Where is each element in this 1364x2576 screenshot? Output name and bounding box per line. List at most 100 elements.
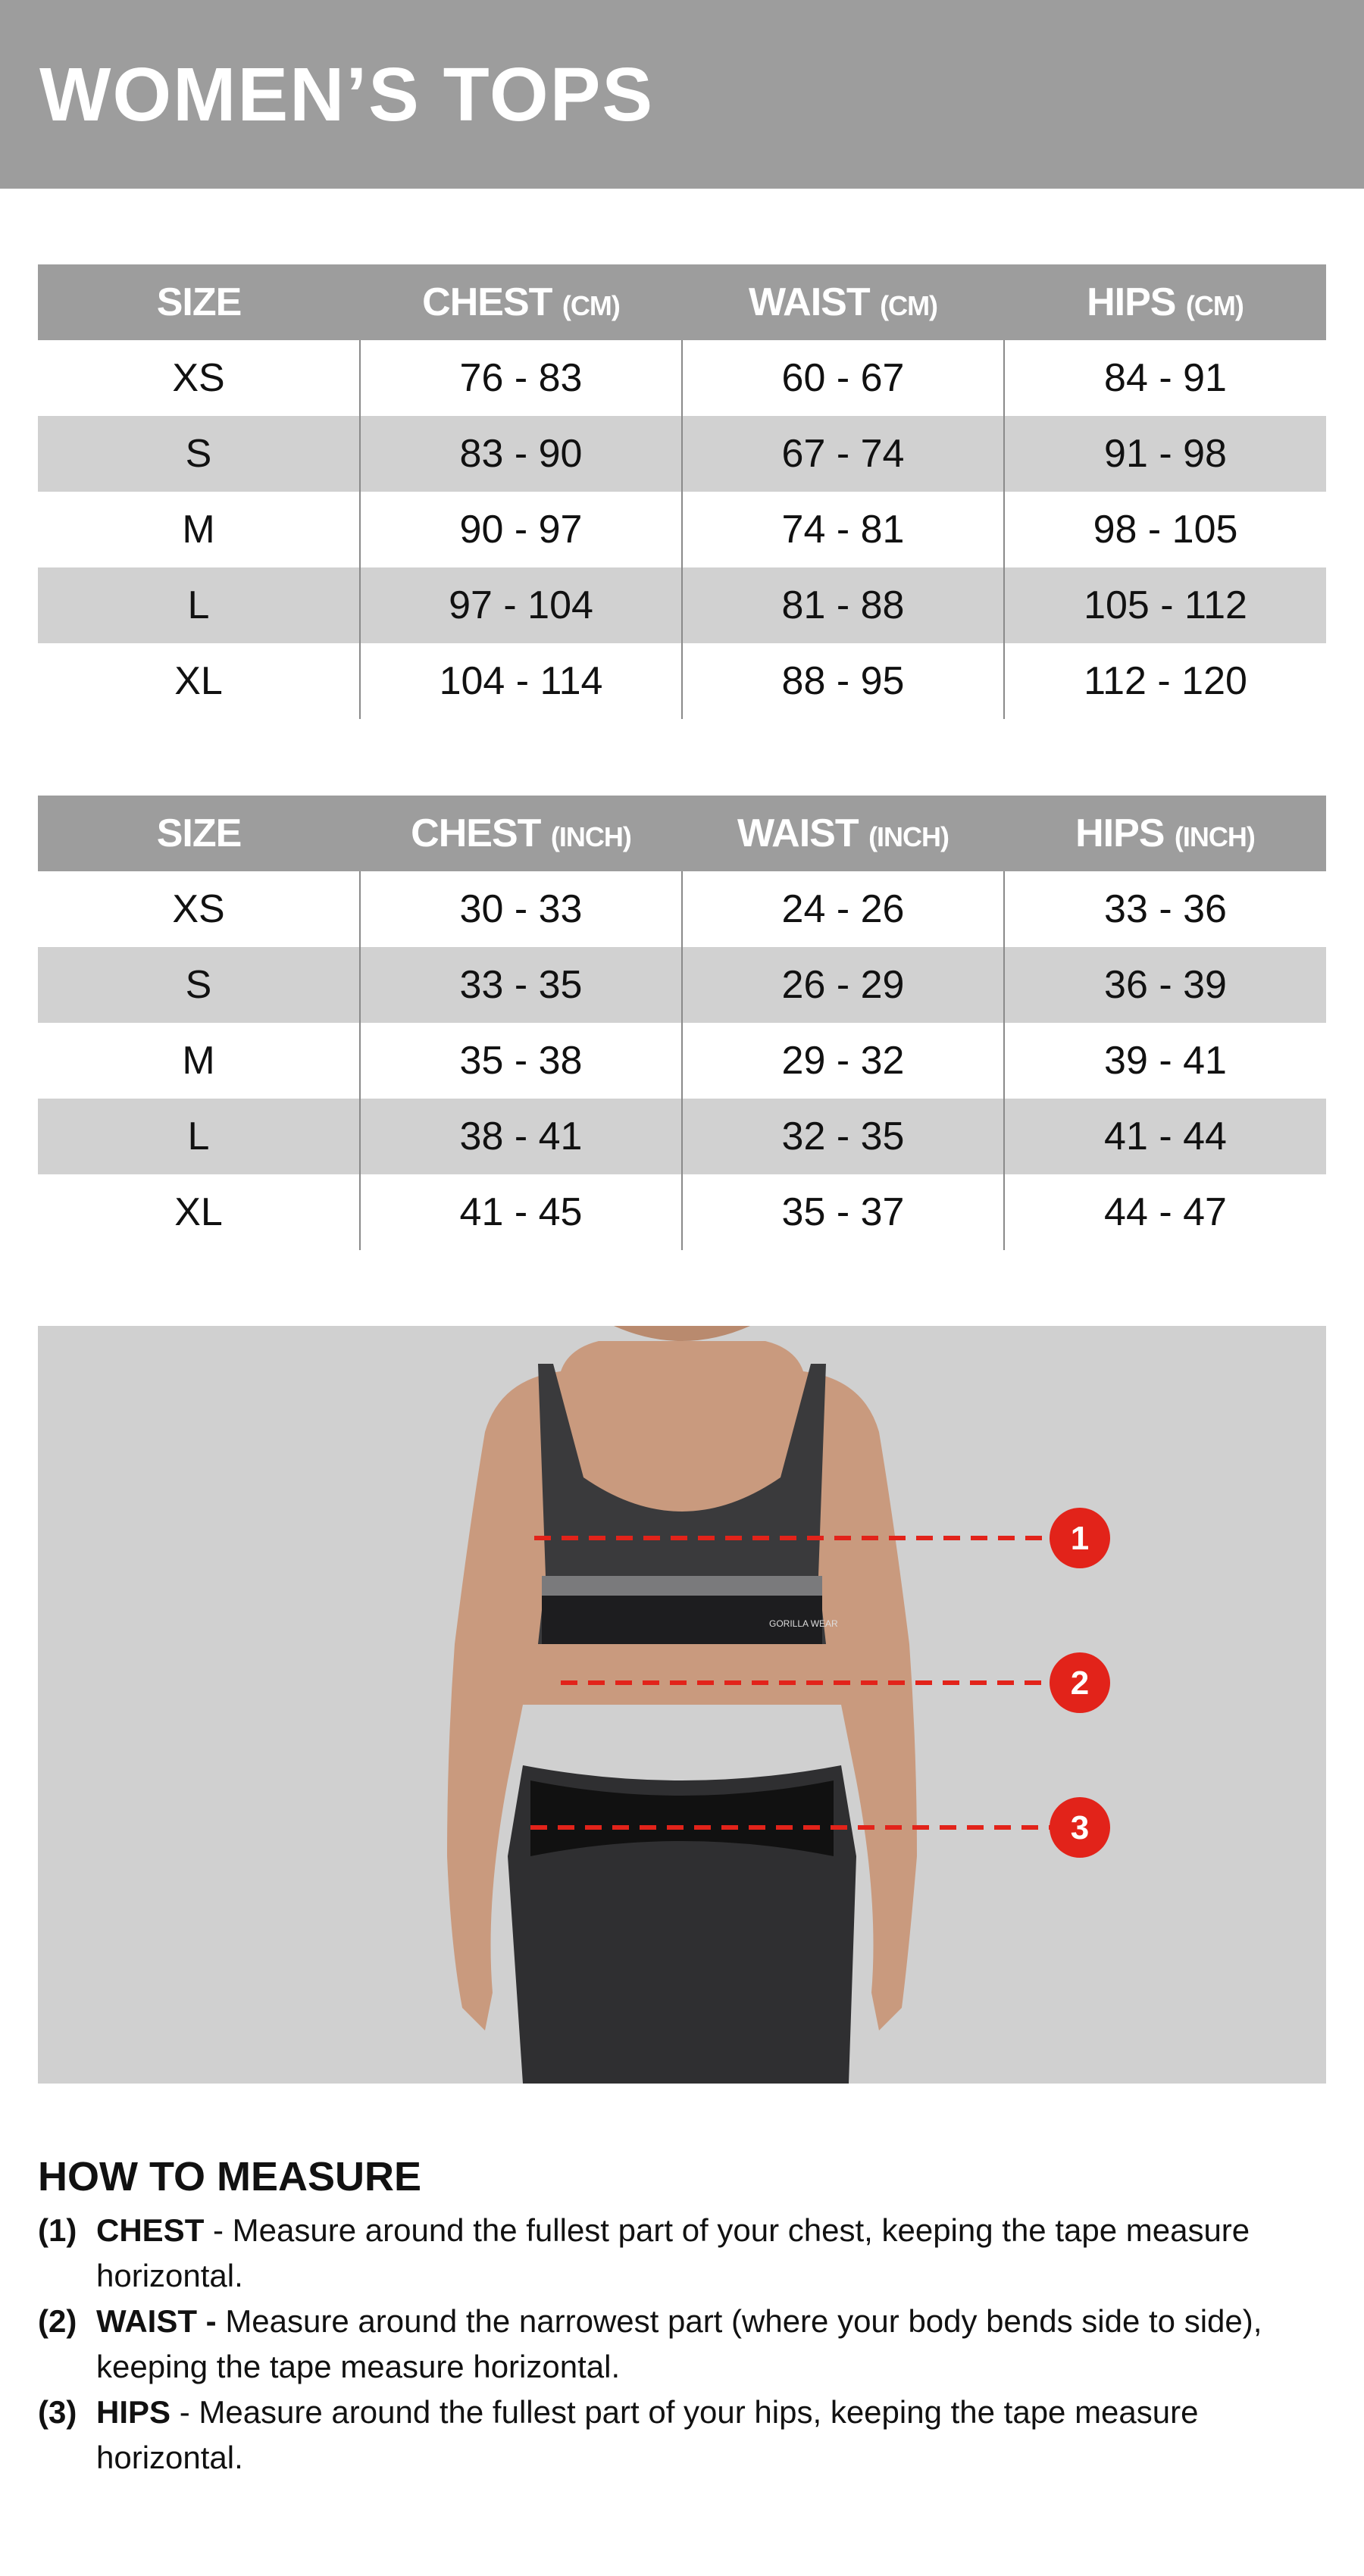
table-cell: XS — [172, 887, 225, 931]
column-header: HIPS (CM) — [1004, 264, 1326, 340]
column-header: HIPS (INCH) — [1004, 796, 1326, 871]
title-banner: WOMEN’S TOPS — [0, 0, 1364, 189]
step-text: WAIST - Measure around the narrowest par… — [96, 2299, 1326, 2390]
table-cell: 105 - 112 — [1003, 567, 1326, 643]
table-cell: 36 - 39 — [1003, 947, 1326, 1023]
column-header-label: HIPS — [1087, 280, 1176, 324]
column-header-label: CHEST — [411, 811, 541, 855]
table-row: M 90 - 97 74 - 81 98 - 105 — [38, 492, 1326, 567]
step-number: (3) — [38, 2394, 77, 2430]
marker-circle — [1050, 1652, 1110, 1713]
table-cell: 112 - 120 — [1003, 643, 1326, 719]
table-cell: 91 - 98 — [1003, 416, 1326, 492]
table-cell: 81 - 88 — [681, 567, 1004, 643]
column-header-unit: (INCH) — [550, 821, 632, 852]
table-cell: 35 - 38 — [359, 1023, 682, 1099]
table-cell: 60 - 67 — [681, 340, 1004, 416]
column-header-label: CHEST — [422, 280, 552, 324]
page-title: WOMEN’S TOPS — [39, 52, 655, 137]
column-header-unit: (CM) — [1185, 290, 1244, 321]
column-header-unit: (CM) — [562, 290, 621, 321]
table-cell: 67 - 74 — [681, 416, 1004, 492]
table-header-row: SIZE CHEST (CM) WAIST (CM) HIPS (CM) — [38, 264, 1326, 340]
step-name: WAIST - — [96, 2303, 217, 2339]
step-text: CHEST - Measure around the fullest part … — [96, 2208, 1326, 2299]
step-number: (1) — [38, 2212, 77, 2248]
table-cell: 83 - 90 — [359, 416, 682, 492]
step-description: Measure around the narrowest part (where… — [96, 2303, 1262, 2384]
table-cell: 24 - 26 — [681, 871, 1004, 947]
marker-circle — [1050, 1797, 1110, 1858]
table-cell: S — [38, 416, 360, 492]
table-cell: S — [38, 947, 360, 1023]
table-cell: 84 - 91 — [1003, 340, 1326, 416]
table-cell: 33 - 36 — [1003, 871, 1326, 947]
table-cell: 74 - 81 — [681, 492, 1004, 567]
table-cell: 29 - 32 — [681, 1023, 1004, 1099]
table-cell: 39 - 41 — [1003, 1023, 1326, 1099]
step-description: - Measure around the fullest part of you… — [96, 2394, 1199, 2475]
table-cell: M — [182, 1039, 215, 1083]
size-table-cm: SIZE CHEST (CM) WAIST (CM) HIPS (CM) XS 76 -… — [38, 264, 1326, 719]
table-row: S 33 - 35 26 - 29 36 - 39 — [38, 947, 1326, 1023]
table-row: L 97 - 104 81 - 88 105 - 112 — [38, 567, 1326, 643]
how-to-measure-section: HOW TO MEASURE (1) CHEST - Measure around… — [38, 2152, 1326, 2481]
table-cell: 38 - 41 — [359, 1099, 682, 1174]
measure-step: (1) CHEST - Measure around the fullest pa… — [38, 2208, 1326, 2299]
table-cell: 30 - 33 — [359, 871, 682, 947]
column-header: CHEST (CM) — [360, 264, 682, 340]
table-cell: XL — [174, 659, 223, 703]
column-header-unit: (INCH) — [1174, 821, 1256, 852]
measurement-marker-1: 1 — [534, 1508, 1110, 1568]
measurement-figure: GORILLA WEAR 1 2 3 — [38, 1326, 1326, 2084]
marker-circle — [1050, 1508, 1110, 1568]
table-row: XS 76 - 83 60 - 67 84 - 91 — [38, 340, 1326, 416]
table-cell: 76 - 83 — [359, 340, 682, 416]
column-header-unit: (CM) — [880, 290, 938, 321]
table-row: S 83 - 90 67 - 74 91 - 98 — [38, 416, 1326, 492]
table-cell: L — [38, 1099, 360, 1174]
table-cell: XL — [174, 1190, 223, 1234]
table-row: L 38 - 41 32 - 35 41 - 44 — [38, 1099, 1326, 1174]
table-row: M 35 - 38 29 - 32 39 - 41 — [38, 1023, 1326, 1099]
measurement-marker-3: 3 — [530, 1797, 1110, 1858]
column-header-unit: (INCH) — [868, 821, 949, 852]
step-description: - Measure around the fullest part of you… — [96, 2212, 1250, 2293]
how-to-measure-title: HOW TO MEASURE — [38, 2154, 422, 2199]
step-name: HIPS — [96, 2394, 171, 2430]
column-header-label: SIZE — [156, 280, 242, 324]
model-illustration: GORILLA WEAR 1 2 3 — [447, 1326, 1110, 2084]
column-header-label: SIZE — [156, 811, 242, 855]
table-cell: 41 - 44 — [1003, 1099, 1326, 1174]
column-header: SIZE — [38, 796, 360, 871]
table-cell: 41 - 45 — [359, 1174, 682, 1250]
marker-number: 3 — [1071, 1809, 1089, 1846]
measure-step: (3) HIPS - Measure around the fullest par… — [38, 2390, 1326, 2481]
table-cell: 104 - 114 — [359, 643, 682, 719]
measurement-marker-2: 2 — [561, 1652, 1110, 1713]
column-header-label: WAIST — [737, 811, 859, 855]
step-text: HIPS - Measure around the fullest part o… — [96, 2390, 1326, 2481]
step-name: CHEST — [96, 2212, 205, 2248]
column-header-label: WAIST — [748, 280, 871, 324]
table-cell: 97 - 104 — [359, 567, 682, 643]
table-row: XL 104 - 114 88 - 95 112 - 120 — [38, 643, 1326, 719]
table-cell: 90 - 97 — [359, 492, 682, 567]
marker-number: 2 — [1071, 1665, 1089, 1702]
table-cell: 44 - 47 — [1003, 1174, 1326, 1250]
column-header: SIZE — [38, 264, 360, 340]
step-number: (2) — [38, 2303, 77, 2339]
column-header-label: HIPS — [1075, 811, 1165, 855]
table-header-row: SIZE CHEST (INCH) WAIST (INCH) HIPS (INCH) — [38, 796, 1326, 871]
column-header: WAIST (CM) — [682, 264, 1004, 340]
table-cell: 26 - 29 — [681, 947, 1004, 1023]
measure-step: (2) WAIST - Measure around the narrowest … — [38, 2299, 1326, 2390]
table-cell: 88 - 95 — [681, 643, 1004, 719]
column-header: WAIST (INCH) — [682, 796, 1004, 871]
table-cell: 32 - 35 — [681, 1099, 1004, 1174]
table-cell: L — [38, 567, 360, 643]
table-row: XL 41 - 45 35 - 37 44 - 47 — [38, 1174, 1326, 1250]
table-cell: M — [182, 508, 215, 552]
column-header: CHEST (INCH) — [360, 796, 682, 871]
table-cell: 98 - 105 — [1003, 492, 1326, 567]
